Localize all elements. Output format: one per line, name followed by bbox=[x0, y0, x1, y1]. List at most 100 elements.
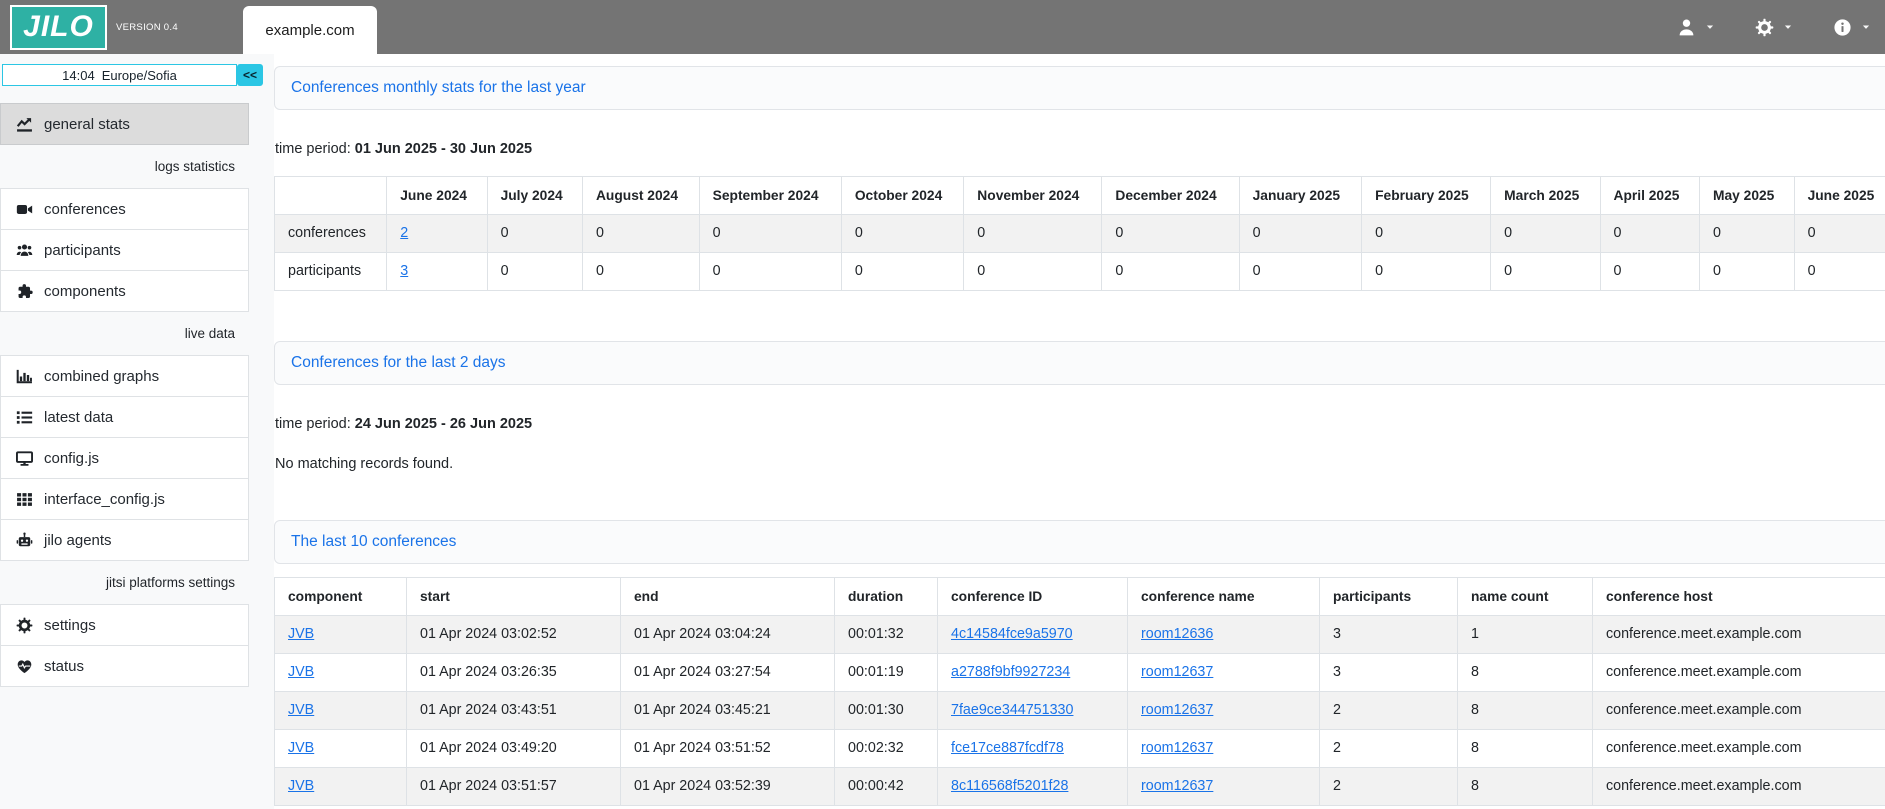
sidebar-item-latest-data[interactable]: latest data bbox=[0, 396, 249, 438]
cell-value: 0 bbox=[963, 252, 1103, 291]
conference-id-link[interactable]: 4c14584fce9a5970 bbox=[951, 626, 1073, 642]
cell-end: 01 Apr 2024 03:27:54 bbox=[620, 653, 835, 692]
cell-conference-host: conference.meet.example.com bbox=[1592, 691, 1885, 730]
cell-participants: 3 bbox=[1319, 653, 1458, 692]
cell-value: 0 bbox=[1238, 214, 1363, 253]
table-row: JVB 01 Apr 2024 03:02:52 01 Apr 2024 03:… bbox=[274, 615, 1885, 654]
cell-end: 01 Apr 2024 03:45:21 bbox=[620, 691, 835, 730]
chevron-down-icon bbox=[1783, 22, 1793, 32]
cell-value: 0 bbox=[1101, 252, 1240, 291]
month-header: March 2025 bbox=[1490, 176, 1601, 215]
sidebar-nav: general stats logs statistics conference… bbox=[0, 103, 274, 687]
sidebar-section-logs-statistics: logs statistics bbox=[154, 159, 235, 174]
col-header-end: end bbox=[620, 577, 835, 616]
cell-value: 0 bbox=[486, 214, 583, 253]
conferences-count-link[interactable]: 2 bbox=[400, 225, 409, 241]
cell-duration: 00:01:19 bbox=[834, 653, 938, 692]
conference-id-link[interactable]: a2788f9bf9927234 bbox=[951, 664, 1071, 680]
sidebar-item-label: jilo agents bbox=[44, 531, 112, 549]
settings-menu-toggle[interactable] bbox=[1755, 18, 1793, 37]
component-link[interactable]: JVB bbox=[288, 626, 315, 642]
monthly-stats-table: June 2024 July 2024 August 2024 Septembe… bbox=[274, 176, 1885, 291]
cell-conference-host: conference.meet.example.com bbox=[1592, 767, 1885, 806]
puzzle-piece-icon bbox=[14, 283, 34, 300]
cell-value: 0 bbox=[1490, 252, 1601, 291]
info-menu-toggle[interactable] bbox=[1833, 18, 1871, 37]
cell-value: 0 bbox=[1490, 214, 1601, 253]
component-link[interactable]: JVB bbox=[288, 778, 315, 794]
sidebar-item-components[interactable]: components bbox=[0, 270, 249, 312]
month-header: January 2025 bbox=[1238, 176, 1363, 215]
sidebar-item-participants[interactable]: participants bbox=[0, 229, 249, 271]
sidebar-item-settings[interactable]: settings bbox=[0, 604, 249, 646]
corner-cell bbox=[274, 176, 388, 215]
cell-value: 0 bbox=[1361, 214, 1492, 253]
time-period-value: 01 Jun 2025 - 30 Jun 2025 bbox=[354, 141, 533, 157]
cell-name-count: 8 bbox=[1457, 653, 1593, 692]
user-menu-toggle[interactable] bbox=[1677, 18, 1715, 37]
component-link[interactable]: JVB bbox=[288, 740, 315, 756]
table-header-row: June 2024 July 2024 August 2024 Septembe… bbox=[274, 176, 1885, 215]
table-row: conferences 2 0 0 0 0 0 0 0 0 0 0 0 0 bbox=[274, 214, 1885, 253]
conference-name-link[interactable]: room12637 bbox=[1141, 778, 1214, 794]
card-monthly-stats-header[interactable]: Conferences monthly stats for the last y… bbox=[274, 66, 1885, 110]
sidebar-section-jitsi-platforms-settings: jitsi platforms settings bbox=[105, 575, 235, 590]
col-header-duration: duration bbox=[834, 577, 938, 616]
tab-example-com[interactable]: example.com bbox=[243, 6, 377, 54]
table-cells-icon bbox=[14, 491, 34, 508]
cell-start: 01 Apr 2024 03:51:57 bbox=[406, 767, 621, 806]
conference-id-link[interactable]: 7fae9ce344751330 bbox=[951, 702, 1074, 718]
user-icon bbox=[1677, 18, 1696, 37]
card-last-10-conferences-header[interactable]: The last 10 conferences bbox=[274, 520, 1885, 564]
conference-name-link[interactable]: room12637 bbox=[1141, 740, 1214, 756]
sidebar-item-label: interface_config.js bbox=[44, 490, 165, 508]
sidebar-item-conferences[interactable]: conferences bbox=[0, 188, 249, 230]
table-row: participants 3 0 0 0 0 0 0 0 0 0 0 0 0 bbox=[274, 252, 1885, 291]
sidebar-item-combined-graphs[interactable]: combined graphs bbox=[0, 355, 249, 397]
desktop-icon bbox=[14, 450, 34, 467]
heart-pulse-icon bbox=[14, 658, 34, 675]
app-logo-text: JILO bbox=[23, 10, 94, 43]
cell-value: 0 bbox=[1361, 252, 1492, 291]
clock-row: 14:04 Europe/Sofia << bbox=[2, 64, 263, 86]
cell-conference-host: conference.meet.example.com bbox=[1592, 729, 1885, 768]
clock-time: 14:04 bbox=[62, 67, 95, 83]
cell-value: 0 bbox=[1793, 252, 1885, 291]
sidebar-collapse-button[interactable]: << bbox=[237, 64, 263, 86]
cell-value: 0 bbox=[581, 252, 700, 291]
conference-id-link[interactable]: fce17ce887fcdf78 bbox=[951, 740, 1064, 756]
last-10-conferences-table: component start end duration conference … bbox=[274, 577, 1885, 806]
row-label: conferences bbox=[274, 214, 388, 253]
component-link[interactable]: JVB bbox=[288, 702, 315, 718]
sidebar-section-live-data: live data bbox=[184, 326, 235, 341]
card-last-2-days-header[interactable]: Conferences for the last 2 days bbox=[274, 341, 1885, 385]
sidebar-item-label: settings bbox=[44, 616, 96, 634]
sidebar-item-general-stats[interactable]: general stats bbox=[0, 103, 249, 145]
sidebar-item-jilo-agents[interactable]: jilo agents bbox=[0, 519, 249, 561]
participants-count-link[interactable]: 3 bbox=[400, 263, 409, 279]
table-row: JVB 01 Apr 2024 03:26:35 01 Apr 2024 03:… bbox=[274, 653, 1885, 692]
time-period-label: time period: bbox=[275, 416, 351, 432]
conference-id-link[interactable]: 8c116568f5201f28 bbox=[951, 778, 1069, 794]
chart-line-icon bbox=[14, 116, 34, 133]
time-period-label: time period: bbox=[275, 141, 351, 157]
cell-start: 01 Apr 2024 03:02:52 bbox=[406, 615, 621, 654]
conference-name-link[interactable]: room12637 bbox=[1141, 702, 1214, 718]
last-2-days-time-period: time period: 24 Jun 2025 - 26 Jun 2025 bbox=[275, 416, 1885, 432]
clock-timezone: Europe/Sofia bbox=[101, 67, 177, 83]
cell-duration: 00:00:42 bbox=[834, 767, 938, 806]
gear-icon bbox=[14, 617, 34, 634]
sidebar-item-config-js[interactable]: config.js bbox=[0, 437, 249, 479]
conference-name-link[interactable]: room12636 bbox=[1141, 626, 1214, 642]
sidebar-item-label: config.js bbox=[44, 449, 100, 467]
month-header: February 2025 bbox=[1361, 176, 1492, 215]
robot-icon bbox=[14, 532, 34, 549]
sidebar: 14:04 Europe/Sofia << general stats logs… bbox=[0, 54, 274, 809]
sidebar-item-interface-config-js[interactable]: interface_config.js bbox=[0, 478, 249, 520]
component-link[interactable]: JVB bbox=[288, 664, 315, 680]
cell-value: 0 bbox=[1698, 252, 1795, 291]
sidebar-item-status[interactable]: status bbox=[0, 645, 249, 687]
month-header: June 2024 bbox=[386, 176, 488, 215]
conference-name-link[interactable]: room12637 bbox=[1141, 664, 1214, 680]
chevron-down-icon bbox=[1705, 22, 1715, 32]
